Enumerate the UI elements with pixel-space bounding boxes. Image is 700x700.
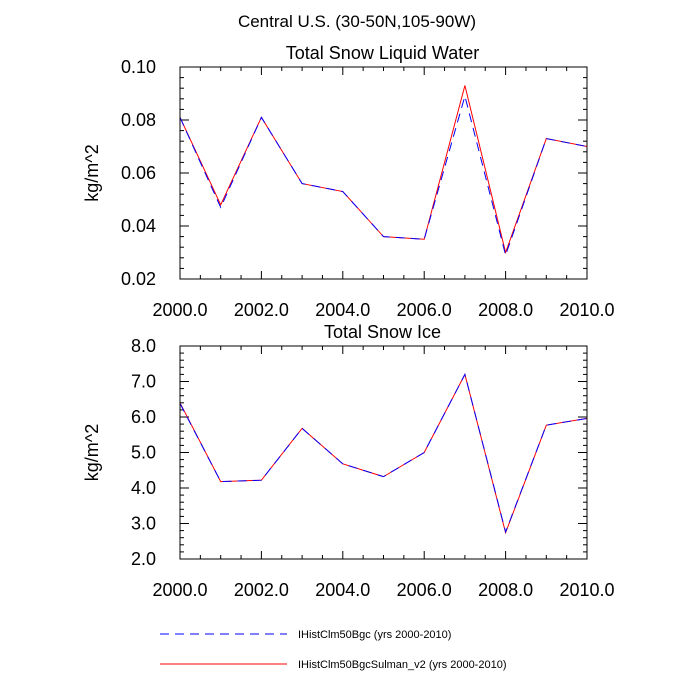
legend-item-2: IHistClm50BgcSulman_v2 (yrs 2000-2010): [160, 659, 506, 671]
y-tick-label: 0.04: [121, 216, 156, 236]
x-tick-label: 2006.0: [397, 580, 452, 600]
series-line-2: [179, 373, 588, 535]
panel-title: Total Snow Liquid Water: [286, 43, 479, 63]
y-tick-label: 0.02: [121, 269, 156, 289]
x-tick-label: 2000.0: [152, 580, 207, 600]
plot-frame: [179, 345, 588, 560]
x-tick-label: 2000.0: [152, 300, 207, 320]
panel-title: Total Snow Ice: [324, 322, 441, 342]
y-tick-label: 8.0: [131, 336, 156, 356]
y-tick-label: 7.0: [131, 372, 156, 392]
legend-label: IHistClm50Bgc (yrs 2000-2010): [298, 629, 451, 641]
legend: IHistClm50Bgc (yrs 2000-2010) IHistClm50B…: [160, 629, 506, 671]
y-tick-label: 3.0: [131, 514, 156, 534]
series-line-2: [179, 85, 588, 255]
x-tick-label: 2010.0: [559, 300, 614, 320]
x-tick-label: 2010.0: [559, 580, 614, 600]
plot-frame: [179, 66, 588, 280]
figure-title: Central U.S. (30-50N,105-90W): [238, 12, 476, 31]
series-line-1: [179, 94, 588, 257]
y-axis-label: kg/m^2: [82, 144, 102, 201]
x-tick-label: 2004.0: [315, 300, 370, 320]
x-tick-label: 2002.0: [234, 580, 289, 600]
y-tick-label: 5.0: [131, 443, 156, 463]
legend-item-1: IHistClm50Bgc (yrs 2000-2010): [160, 629, 451, 641]
x-tick-label: 2004.0: [315, 580, 370, 600]
y-tick-label: 6.0: [131, 407, 156, 427]
y-tick-label: 4.0: [131, 478, 156, 498]
x-tick-label: 2008.0: [478, 580, 533, 600]
y-tick-label: 0.10: [121, 57, 156, 77]
x-tick-label: 2002.0: [234, 300, 289, 320]
y-tick-label: 0.06: [121, 163, 156, 183]
chart-panel-2: Total Snow Ice kg/m^2 2000.0 2002.0 2004.0 20…: [82, 322, 615, 600]
y-tick-label: 0.08: [121, 110, 156, 130]
x-tick-label: 2008.0: [478, 300, 533, 320]
panels: Total Snow Liquid Water kg/m^2 2000.0 2002.…: [82, 43, 615, 600]
x-tick-label: 2006.0: [397, 300, 452, 320]
legend-label: IHistClm50BgcSulman_v2 (yrs 2000-2010): [298, 659, 506, 671]
y-axis-label: kg/m^2: [82, 424, 102, 481]
chart-panel-1: Total Snow Liquid Water kg/m^2 2000.0 2002.…: [82, 43, 615, 320]
series-line-1: [179, 373, 588, 534]
y-tick-label: 2.0: [131, 549, 156, 569]
